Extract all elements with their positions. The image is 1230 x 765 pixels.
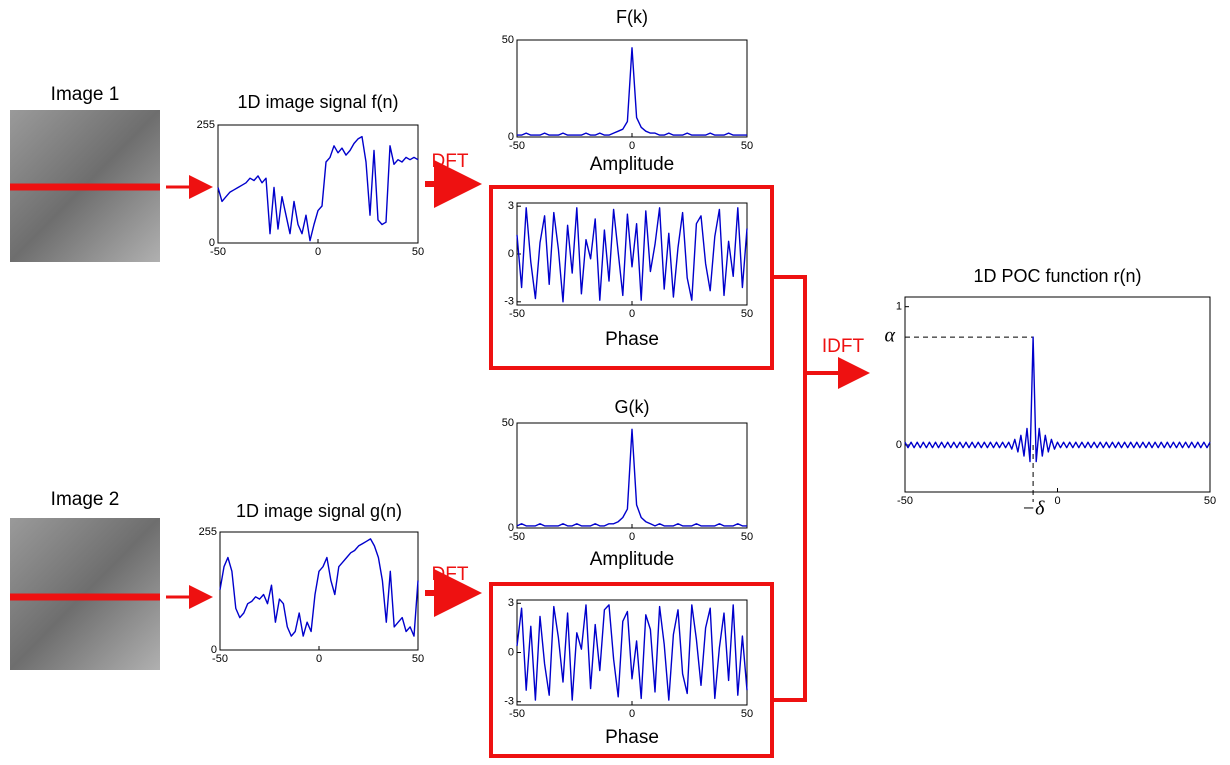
x-tick-label: 0 bbox=[629, 531, 635, 543]
x-tick-label: -50 bbox=[509, 531, 525, 543]
x-tick-label: 50 bbox=[412, 246, 424, 258]
y-tick-label: 50 bbox=[502, 34, 514, 46]
x-tick-label: -50 bbox=[210, 246, 226, 258]
y-tick-label: 50 bbox=[502, 417, 514, 429]
x-tick-label: 0 bbox=[629, 708, 635, 720]
x-tick-label: 50 bbox=[741, 308, 753, 320]
signal-line bbox=[517, 47, 747, 136]
annotation: −δ bbox=[1022, 498, 1045, 520]
x-tick-label: 0 bbox=[629, 140, 635, 152]
y-tick-label: 0 bbox=[508, 131, 514, 143]
y-tick-label: -3 bbox=[504, 296, 514, 308]
dft-label: DFT bbox=[432, 564, 469, 585]
y-tick-label: 3 bbox=[508, 200, 514, 212]
x-tick-label: 50 bbox=[741, 708, 753, 720]
x-tick-label: -50 bbox=[509, 308, 525, 320]
x-tick-label: 0 bbox=[316, 653, 322, 665]
connector bbox=[772, 275, 807, 702]
x-tick-label: 0 bbox=[315, 246, 321, 258]
x-tick-label: -50 bbox=[897, 495, 913, 507]
x-axis-label: Amplitude bbox=[590, 154, 675, 175]
x-tick-label: -50 bbox=[212, 653, 228, 665]
y-tick-label: 0 bbox=[508, 646, 514, 658]
chart-title: G(k) bbox=[615, 397, 650, 417]
x-tick-label: 50 bbox=[412, 653, 424, 665]
y-tick-label: 255 bbox=[197, 119, 215, 131]
x-tick-label: 50 bbox=[741, 140, 753, 152]
chart-title: 1D image signal f(n) bbox=[237, 92, 398, 112]
y-tick-label: 1 bbox=[896, 301, 902, 313]
x-tick-label: -50 bbox=[509, 708, 525, 720]
signal-line bbox=[217, 135, 419, 242]
y-tick-label: -3 bbox=[504, 696, 514, 708]
chart-title: 1D image signal g(n) bbox=[236, 501, 402, 521]
chart-title: 1D POC function r(n) bbox=[973, 266, 1141, 286]
x-axis-label: Amplitude bbox=[590, 549, 675, 570]
x-axis-label: Phase bbox=[605, 727, 659, 748]
signal-line bbox=[516, 207, 748, 303]
signal-line bbox=[516, 428, 747, 527]
dft-label: DFT bbox=[432, 151, 469, 172]
x-tick-label: 0 bbox=[629, 308, 635, 320]
phase-frame bbox=[489, 582, 774, 758]
idft-label: IDFT bbox=[822, 336, 865, 357]
x-axis-label: Phase bbox=[605, 329, 659, 350]
y-tick-label: 0 bbox=[896, 439, 902, 451]
image-label: Image 1 bbox=[51, 84, 120, 105]
x-tick-label: -50 bbox=[509, 140, 525, 152]
plot-frame bbox=[219, 531, 419, 651]
y-tick-label: 255 bbox=[199, 526, 217, 538]
y-tick-label: 3 bbox=[508, 597, 514, 609]
y-tick-label: 0 bbox=[508, 522, 514, 534]
annotation: α bbox=[885, 325, 896, 347]
image-label: Image 2 bbox=[51, 489, 120, 510]
signal-line bbox=[516, 604, 748, 701]
y-tick-label: 0 bbox=[211, 644, 217, 656]
plot-frame bbox=[904, 296, 1211, 493]
x-tick-label: 0 bbox=[1054, 495, 1060, 507]
signal-line bbox=[904, 336, 1211, 463]
x-tick-label: 50 bbox=[741, 531, 753, 543]
x-tick-label: 50 bbox=[1204, 495, 1216, 507]
y-tick-label: 0 bbox=[209, 237, 215, 249]
y-tick-label: 0 bbox=[508, 248, 514, 260]
signal-line bbox=[219, 538, 419, 637]
chart-title: F(k) bbox=[616, 7, 648, 27]
